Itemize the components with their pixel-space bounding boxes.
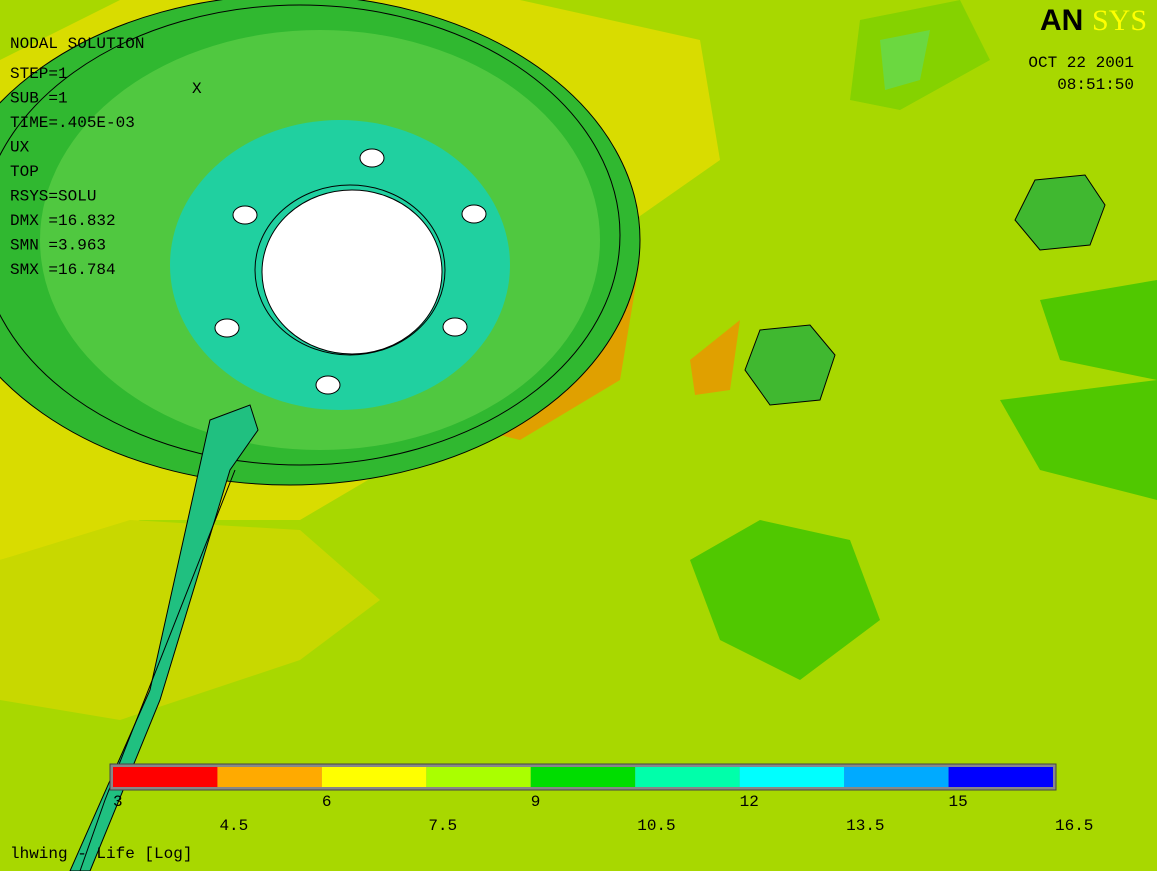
info-line: SMX =16.784: [10, 261, 116, 279]
page: NODAL SOLUTION STEP=1 SUB =1 TIME=.405E-03…: [0, 0, 1157, 871]
caption: lhwing - Life [Log]: [10, 845, 192, 863]
contour-plot: NODAL SOLUTION STEP=1 SUB =1 TIME=.405E-03…: [0, 0, 1157, 871]
info-line: UX: [10, 139, 30, 157]
legend-label: 16.5: [1055, 817, 1093, 835]
logo: AN SYS: [1040, 4, 1147, 37]
info-line: SUB =1: [10, 90, 68, 108]
info-line: STEP=1: [10, 65, 68, 83]
legend-label: 7.5: [428, 817, 457, 835]
legend-swatch: [113, 767, 217, 787]
legend-swatch: [322, 767, 426, 787]
info-line: SMN =3.963: [10, 237, 106, 255]
legend-swatch: [844, 767, 948, 787]
legend-swatch: [426, 767, 530, 787]
legend-label: 6: [322, 793, 332, 811]
legend-swatch: [531, 767, 635, 787]
legend-swatch: [740, 767, 844, 787]
legend-label: 3: [113, 793, 123, 811]
legend-label: 9: [531, 793, 541, 811]
legend-swatch: [949, 767, 1053, 787]
triad-label: X: [192, 80, 202, 98]
info-line: RSYS=SOLU: [10, 188, 96, 206]
date: OCT 22 2001: [1028, 54, 1134, 72]
info-line: DMX =16.832: [10, 212, 116, 230]
legend-swatch: [217, 767, 321, 787]
logo-left: AN: [1040, 4, 1083, 37]
legend-swatch: [635, 767, 739, 787]
info-line: TOP: [10, 163, 39, 181]
info-title: NODAL SOLUTION: [10, 35, 144, 53]
legend-label: 10.5: [637, 817, 675, 835]
info-line: TIME=.405E-03: [10, 114, 135, 132]
legend-label: 4.5: [219, 817, 248, 835]
legend-label: 12: [740, 793, 759, 811]
legend-label: 13.5: [846, 817, 884, 835]
time: 08:51:50: [1057, 76, 1134, 94]
legend-label: 15: [949, 793, 968, 811]
logo-right: SYS: [1092, 4, 1147, 37]
